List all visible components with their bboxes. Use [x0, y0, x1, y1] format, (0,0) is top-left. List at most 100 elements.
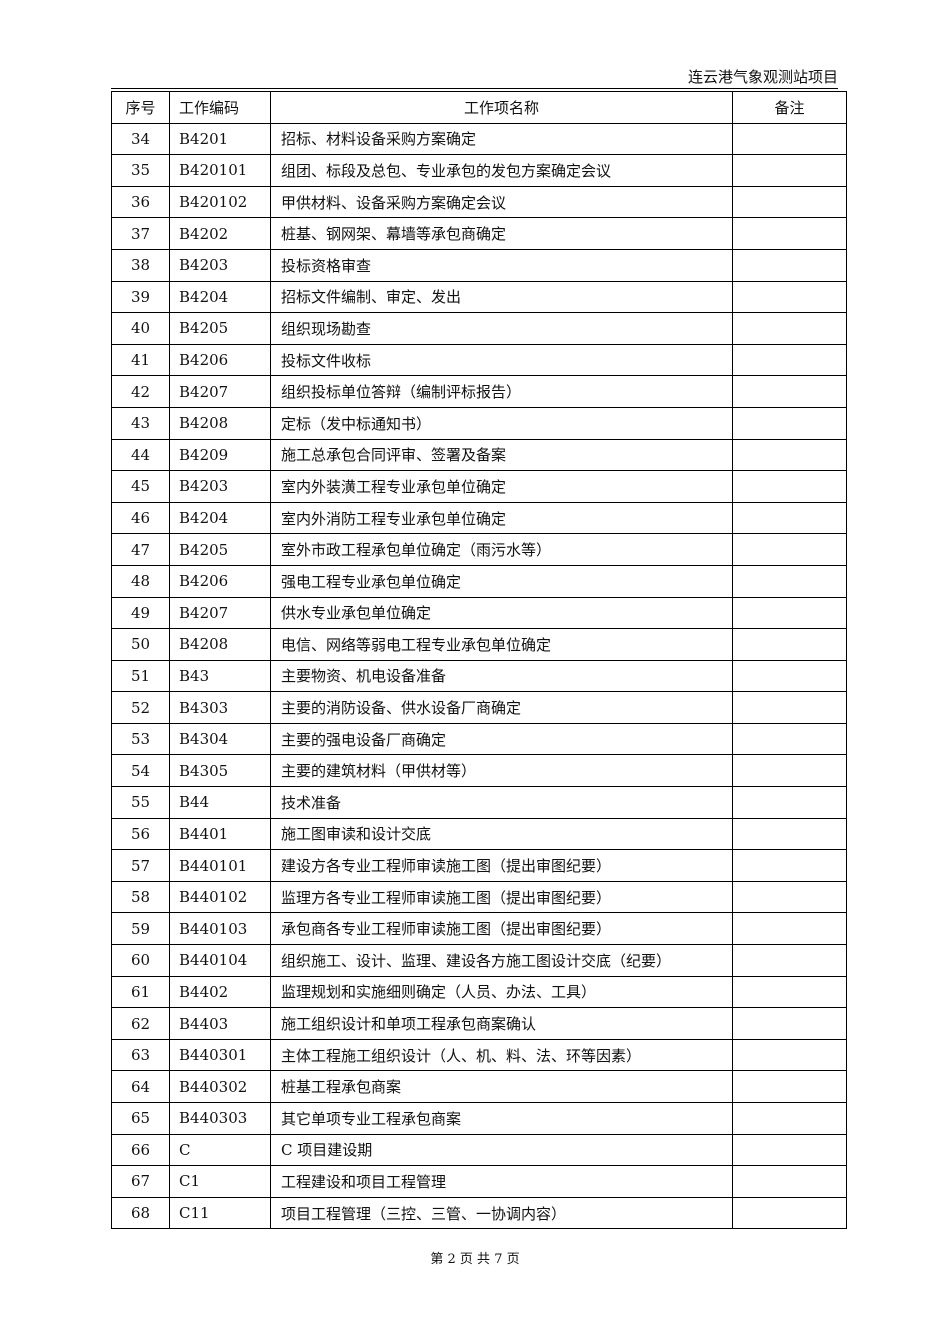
- cell-index: 46: [111, 501, 170, 535]
- table-row: 63 B440301 主体工程施工组织设计（人、机、料、法、环等因素）: [111, 1038, 847, 1072]
- cell-code: B440101: [169, 849, 271, 882]
- cell-index: 35: [111, 154, 170, 187]
- table-row: 43 B4208 定标（发中标通知书）: [111, 406, 847, 440]
- cell-index: 51: [111, 659, 170, 693]
- table-row: 66 C C 项目建设期: [111, 1133, 847, 1167]
- table-row: 53 B4304 主要的强电设备厂商确定: [111, 722, 847, 756]
- cell-code: C1: [169, 1165, 271, 1198]
- cell-index: 37: [111, 217, 170, 250]
- table-row: 41 B4206 投标文件收标: [111, 343, 847, 377]
- cell-name: 室外市政工程承包单位确定（雨污水等）: [270, 533, 733, 566]
- cell-code: B4201: [169, 122, 271, 156]
- table-row: 60 B440104 组织施工、设计、监理、建设各方施工图设计交底（纪要）: [111, 944, 847, 977]
- cell-index: 62: [111, 1007, 170, 1040]
- cell-name: 招标文件编制、审定、发出: [270, 280, 733, 314]
- table-row: 68 C11 项目工程管理（三控、三管、一协调内容）: [111, 1196, 847, 1230]
- table-row: 64 B440302 桩基工程承包商案: [111, 1070, 847, 1103]
- cell-name: 桩基工程承包商案: [270, 1070, 733, 1103]
- cell-remark: [732, 659, 847, 693]
- cell-code: B44: [169, 786, 271, 819]
- column-header-code: 工作编码: [169, 91, 271, 124]
- cell-name: 电信、网络等弱电工程专业承包单位确定: [270, 628, 733, 661]
- cell-code: B4304: [169, 722, 271, 756]
- cell-remark: [732, 248, 847, 282]
- cell-index: 52: [111, 691, 170, 724]
- cell-code: B440104: [169, 944, 271, 977]
- table-row: 46 B4204 室内外消防工程专业承包单位确定: [111, 501, 847, 535]
- cell-code: B440303: [169, 1102, 271, 1135]
- cell-remark: [732, 280, 847, 314]
- cell-code: B4207: [169, 375, 271, 408]
- cell-remark: [732, 691, 847, 724]
- cell-remark: [732, 217, 847, 250]
- cell-remark: [732, 1196, 847, 1230]
- cell-name: 施工图审读和设计交底: [270, 817, 733, 851]
- table-row: 40 B4205 组织现场勘查: [111, 312, 847, 345]
- table-row: 58 B440102 监理方各专业工程师审读施工图（提出审图纪要）: [111, 880, 847, 914]
- cell-remark: [732, 849, 847, 882]
- column-header-index: 序号: [111, 91, 170, 124]
- cell-index: 66: [111, 1133, 170, 1167]
- table-row: 55 B44 技术准备: [111, 786, 847, 819]
- cell-name: 项目工程管理（三控、三管、一协调内容）: [270, 1196, 733, 1230]
- table-row: 49 B4207 供水专业承包单位确定: [111, 596, 847, 630]
- cell-code: B440102: [169, 880, 271, 914]
- cell-remark: [732, 375, 847, 408]
- cell-name: 投标文件收标: [270, 343, 733, 377]
- table-row: 65 B440303 其它单项专业工程承包商案: [111, 1102, 847, 1135]
- cell-index: 43: [111, 406, 170, 440]
- cell-code: B440301: [169, 1038, 271, 1072]
- cell-code: B4303: [169, 691, 271, 724]
- cell-name: 室内外装潢工程专业承包单位确定: [270, 470, 733, 503]
- cell-index: 61: [111, 975, 170, 1009]
- cell-index: 65: [111, 1102, 170, 1135]
- cell-name: 室内外消防工程专业承包单位确定: [270, 501, 733, 535]
- cell-index: 40: [111, 312, 170, 345]
- page-header-project-name: 连云港气象观测站项目: [111, 66, 838, 89]
- work-item-table: 序号 工作编码 工作项名称 备注 34 B4201 招标、材料设备采购方案确定 35 B…: [111, 91, 847, 1230]
- cell-name: 技术准备: [270, 786, 733, 819]
- cell-remark: [732, 1007, 847, 1040]
- cell-code: B4203: [169, 470, 271, 503]
- cell-name: 主要物资、机电设备准备: [270, 659, 733, 693]
- cell-remark: [732, 406, 847, 440]
- cell-remark: [732, 438, 847, 472]
- cell-remark: [732, 912, 847, 946]
- cell-remark: [732, 596, 847, 630]
- cell-name: 组团、标段及总包、专业承包的发包方案确定会议: [270, 154, 733, 187]
- cell-index: 44: [111, 438, 170, 472]
- cell-code: C11: [169, 1196, 271, 1230]
- cell-code: B4208: [169, 628, 271, 661]
- cell-remark: [732, 1133, 847, 1167]
- cell-name: 组织施工、设计、监理、建设各方施工图设计交底（纪要）: [270, 944, 733, 977]
- cell-name: 主要的消防设备、供水设备厂商确定: [270, 691, 733, 724]
- table-row: 57 B440101 建设方各专业工程师审读施工图（提出审图纪要）: [111, 849, 847, 882]
- cell-remark: [732, 154, 847, 187]
- cell-name: 强电工程专业承包单位确定: [270, 564, 733, 598]
- cell-index: 60: [111, 944, 170, 977]
- cell-name: 主要的强电设备厂商确定: [270, 722, 733, 756]
- column-header-name: 工作项名称: [270, 91, 733, 124]
- cell-index: 55: [111, 786, 170, 819]
- cell-remark: [732, 817, 847, 851]
- cell-name: 定标（发中标通知书）: [270, 406, 733, 440]
- cell-remark: [732, 880, 847, 914]
- cell-index: 57: [111, 849, 170, 882]
- cell-index: 34: [111, 122, 170, 156]
- cell-code: B420101: [169, 154, 271, 187]
- cell-name: 监理方各专业工程师审读施工图（提出审图纪要）: [270, 880, 733, 914]
- cell-name: 供水专业承包单位确定: [270, 596, 733, 630]
- cell-index: 56: [111, 817, 170, 851]
- cell-code: B4208: [169, 406, 271, 440]
- cell-name: 工程建设和项目工程管理: [270, 1165, 733, 1198]
- table-row: 47 B4205 室外市政工程承包单位确定（雨污水等）: [111, 533, 847, 566]
- table-header-row: 序号 工作编码 工作项名称 备注: [111, 91, 847, 124]
- page-footer-page-number: 第 2 页 共 7 页: [430, 1252, 520, 1267]
- cell-name: 组织投标单位答辩（编制评标报告）: [270, 375, 733, 408]
- cell-index: 68: [111, 1196, 170, 1230]
- table-row: 48 B4206 强电工程专业承包单位确定: [111, 564, 847, 598]
- cell-code: B4205: [169, 312, 271, 345]
- cell-code: B4403: [169, 1007, 271, 1040]
- table-row: 51 B43 主要物资、机电设备准备: [111, 659, 847, 693]
- cell-remark: [732, 754, 847, 788]
